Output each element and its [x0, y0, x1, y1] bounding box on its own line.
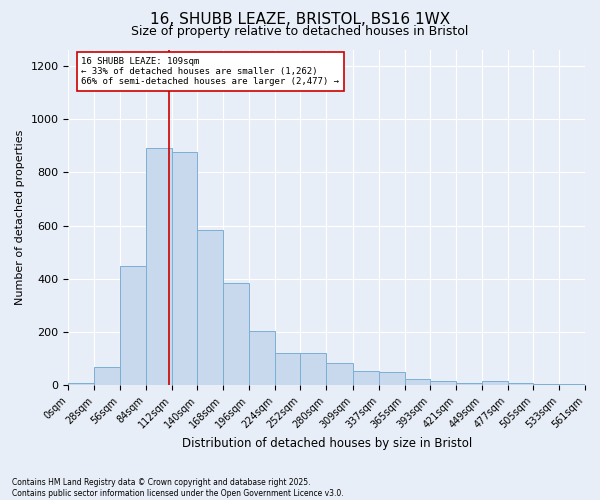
Bar: [275, 354, 301, 386]
Bar: [508, 382, 533, 386]
Text: Contains HM Land Registry data © Crown copyright and database right 2025.
Contai: Contains HM Land Registry data © Crown c…: [12, 478, 344, 498]
Bar: [379, 372, 404, 386]
Bar: [456, 383, 482, 386]
Bar: [68, 383, 94, 386]
Y-axis label: Number of detached properties: Number of detached properties: [15, 130, 25, 306]
Bar: [249, 331, 275, 386]
Bar: [223, 284, 249, 386]
Bar: [533, 384, 559, 386]
Bar: [120, 266, 146, 386]
Bar: [94, 367, 120, 386]
Bar: [353, 370, 379, 386]
X-axis label: Distribution of detached houses by size in Bristol: Distribution of detached houses by size …: [182, 437, 472, 450]
Bar: [326, 362, 353, 386]
Bar: [146, 148, 172, 386]
Bar: [197, 230, 223, 386]
Text: Size of property relative to detached houses in Bristol: Size of property relative to detached ho…: [131, 25, 469, 38]
Bar: [172, 152, 197, 386]
Bar: [301, 354, 326, 386]
Bar: [559, 384, 585, 386]
Bar: [404, 380, 430, 386]
Text: 16, SHUBB LEAZE, BRISTOL, BS16 1WX: 16, SHUBB LEAZE, BRISTOL, BS16 1WX: [150, 12, 450, 28]
Text: 16 SHUBB LEAZE: 109sqm
← 33% of detached houses are smaller (1,262)
66% of semi-: 16 SHUBB LEAZE: 109sqm ← 33% of detached…: [81, 56, 339, 86]
Bar: [482, 382, 508, 386]
Bar: [430, 382, 456, 386]
